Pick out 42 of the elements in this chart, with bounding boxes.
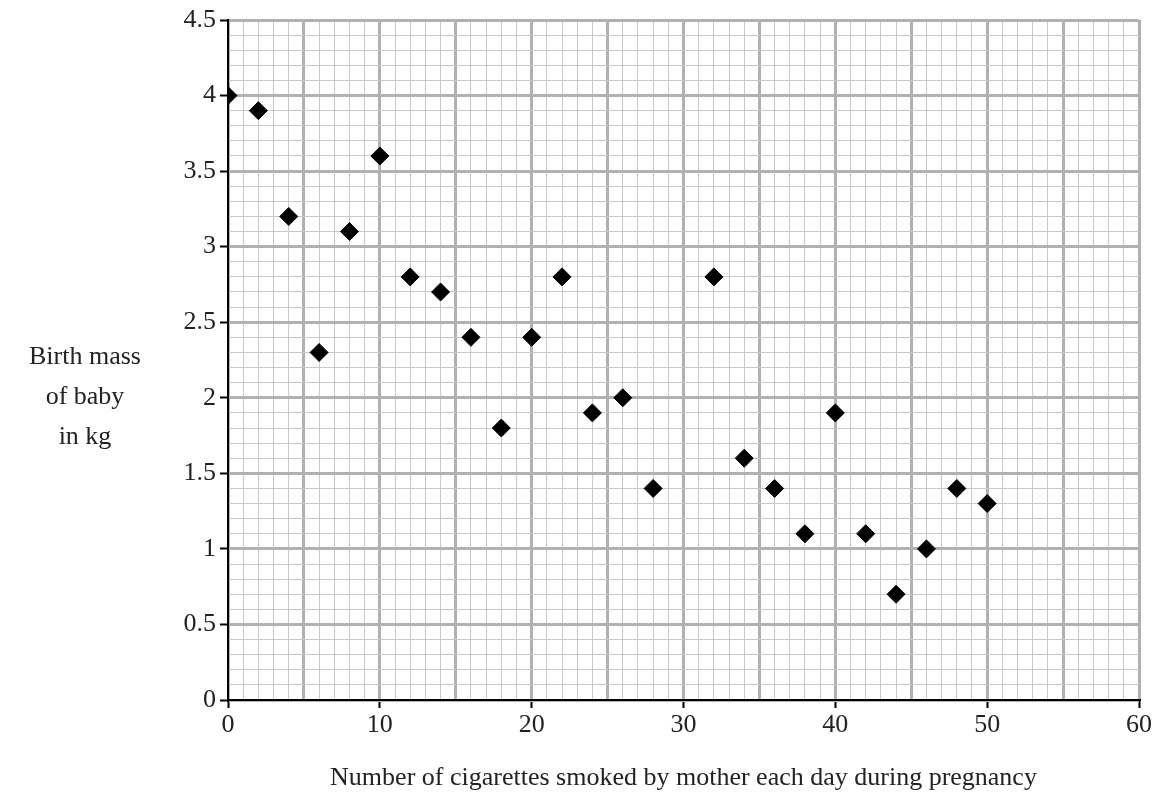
point xyxy=(795,524,815,544)
x-tick-label: 50 xyxy=(974,709,1001,739)
point xyxy=(977,494,997,514)
point xyxy=(431,282,451,302)
point xyxy=(765,478,785,498)
point xyxy=(916,539,936,559)
point xyxy=(613,388,633,408)
y-tick-label: 4.5 xyxy=(183,3,216,33)
y-tick-label: 2.5 xyxy=(183,306,216,336)
x-axis-title: Number of cigarettes smoked by mother each day during pregnancy xyxy=(330,762,1037,792)
x-tick-label: 20 xyxy=(518,709,545,739)
point xyxy=(886,584,906,604)
point xyxy=(400,267,420,287)
point xyxy=(522,327,542,347)
point xyxy=(825,403,845,423)
y-tick-label: 0.5 xyxy=(183,608,216,638)
y-tick-label: 4 xyxy=(203,79,216,109)
point xyxy=(461,327,481,347)
point xyxy=(582,403,602,423)
point xyxy=(248,101,268,121)
y-axis-title: Birth mass of baby in kg xyxy=(28,340,142,452)
x-tick-label: 40 xyxy=(822,709,849,739)
point xyxy=(309,342,329,362)
x-tick-label: 30 xyxy=(670,709,697,739)
point xyxy=(552,267,572,287)
y-tick-label: 0 xyxy=(203,683,216,713)
point xyxy=(947,478,967,498)
point xyxy=(704,267,724,287)
point xyxy=(279,206,299,226)
point xyxy=(339,222,359,242)
x-tick-label: 60 xyxy=(1126,709,1152,739)
y-tick-label: 2 xyxy=(203,381,216,411)
y-tick-label: 3 xyxy=(203,230,216,260)
point xyxy=(643,478,663,498)
y-tick-label: 1 xyxy=(203,532,216,562)
point xyxy=(491,418,511,438)
y-tick-label: 1.5 xyxy=(183,457,216,487)
x-tick-label: 10 xyxy=(366,709,393,739)
point xyxy=(734,448,754,468)
y-tick-label: 3.5 xyxy=(183,154,216,184)
point xyxy=(370,146,390,166)
point xyxy=(856,524,876,544)
